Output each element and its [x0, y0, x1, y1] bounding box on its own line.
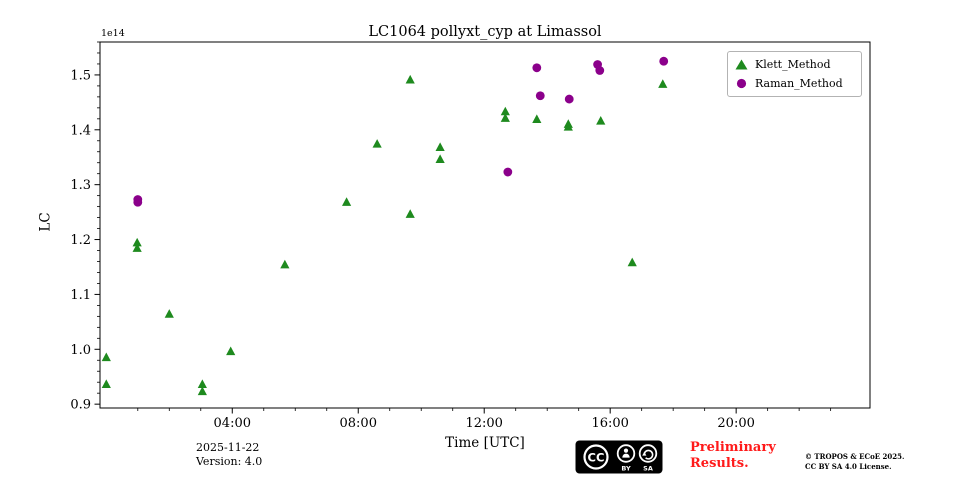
footer-meta: 2025-11-22 Version: 4.0	[196, 441, 262, 469]
legend-label-raman: Raman_Method	[755, 77, 843, 90]
y-tick-label: 1.3	[70, 178, 91, 193]
legend: Klett_Method Raman_Method	[727, 51, 862, 97]
cc-logo-icon	[583, 444, 609, 470]
x-axis-label: Time [UTC]	[445, 435, 525, 451]
y-tick-label: 1.1	[70, 288, 91, 303]
data-point-klett	[563, 122, 573, 131]
data-point-raman	[535, 91, 545, 101]
y-tick-label: 1.4	[70, 123, 91, 138]
data-point-raman	[595, 66, 605, 75]
data-point-klett	[405, 209, 415, 218]
chart-title: LC1064 pollyxt_cyp at Limassol	[368, 24, 602, 40]
data-point-klett	[132, 237, 142, 247]
data-point-raman	[503, 167, 513, 177]
sa-label: SA	[643, 465, 653, 473]
data-point-klett	[280, 259, 290, 269]
data-point-klett	[405, 74, 415, 84]
data-point-klett	[197, 379, 207, 389]
legend-label-klett: Klett_Method	[755, 58, 831, 71]
data-point-raman	[659, 56, 669, 66]
y-tick-label: 1.2	[70, 233, 91, 248]
circle-marker-icon	[736, 78, 747, 89]
data-point-klett	[627, 257, 637, 267]
date-label: 2025-11-22	[196, 441, 260, 454]
data-point-klett	[596, 116, 606, 125]
data-point-klett	[658, 79, 668, 88]
legend-entry-klett: Klett_Method	[735, 58, 853, 71]
data-point-raman	[564, 94, 574, 104]
data-point-klett	[435, 154, 445, 164]
x-tick-label: 08:00	[340, 416, 377, 431]
x-tick-label: 16:00	[591, 416, 628, 431]
plot-frame	[99, 41, 871, 409]
data-point-klett	[500, 106, 510, 116]
x-tick-label: 04:00	[214, 416, 251, 431]
y-tick-label: 1.5	[70, 68, 91, 83]
data-point-klett	[500, 113, 510, 122]
data-point-klett	[101, 352, 111, 362]
cc-logo-text: CC	[588, 451, 605, 465]
triangle-marker-icon	[735, 59, 748, 70]
data-point-klett	[435, 142, 445, 151]
preliminary-results-note: Preliminary Results.	[690, 440, 776, 471]
copyright-note: © TROPOS & ECoE 2025. CC BY SA 4.0 Licen…	[805, 452, 905, 471]
data-point-klett	[101, 379, 111, 389]
y-axis-offset-label: 1e14	[101, 28, 125, 39]
data-point-klett	[341, 197, 352, 206]
by-label: BY	[621, 465, 631, 473]
data-point-klett	[226, 346, 236, 356]
y-tick-label: 1.0	[70, 343, 91, 358]
data-point-klett	[132, 243, 142, 252]
cc-license-badge: CC BY SA	[575, 440, 663, 474]
version-label: Version: 4.0	[196, 455, 263, 468]
y-axis-label: LC	[37, 212, 54, 232]
sa-arrow-icon	[638, 444, 658, 463]
by-person-icon	[616, 444, 636, 463]
legend-entry-raman: Raman_Method	[735, 77, 853, 90]
data-point-klett	[164, 309, 174, 318]
data-point-klett	[372, 139, 382, 148]
y-tick-label: 0.9	[70, 398, 91, 413]
x-tick-label: 20:00	[717, 416, 754, 431]
data-point-raman	[133, 197, 143, 207]
x-tick-label: 12:00	[465, 416, 502, 431]
data-point-klett	[532, 114, 542, 123]
data-point-raman	[532, 63, 542, 73]
data-point-klett	[197, 386, 207, 396]
